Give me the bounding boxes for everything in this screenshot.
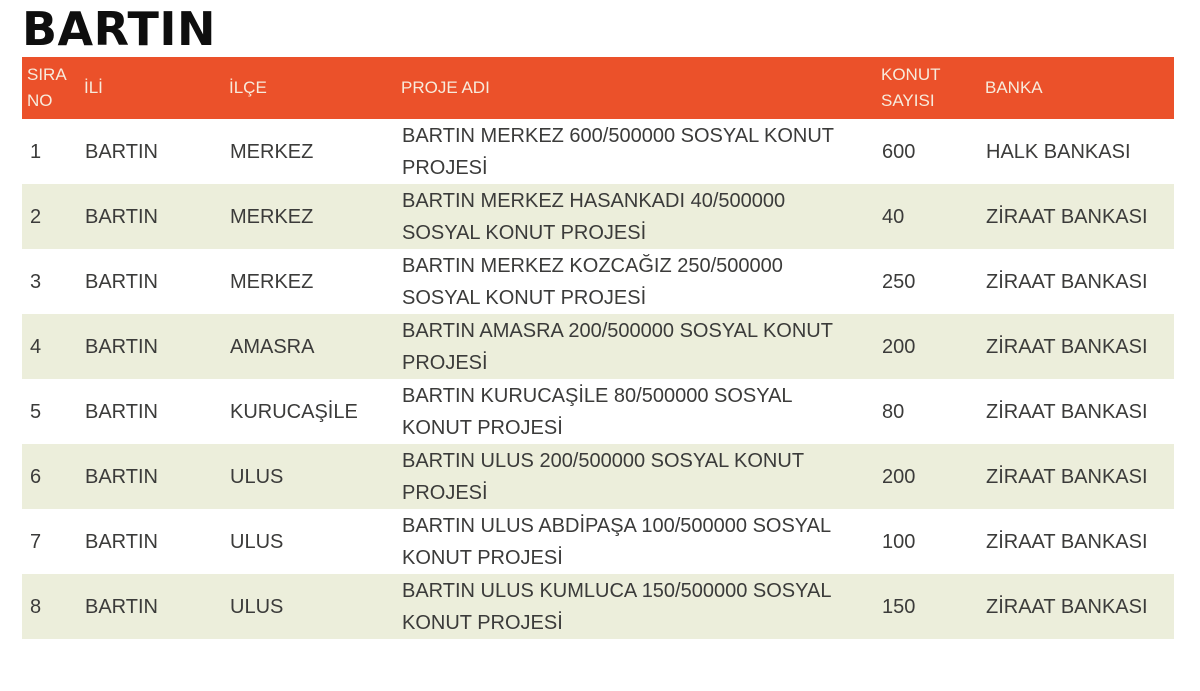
cell-banka: ZİRAAT BANKASI [978,249,1174,314]
cell-ilce: KURUCAŞİLE [222,379,394,444]
housing-projects-table: SIRA NO İLİ İLÇE PROJE ADI KONUT SAYISI BANKA… [22,57,1174,639]
cell-ilce: MERKEZ [222,249,394,314]
cell-ilce: ULUS [222,509,394,574]
cell-ilce: MERKEZ [222,119,394,184]
cell-proje-adi: BARTIN MERKEZ KOZCAĞIZ 250/500000 SOSYAL… [394,249,874,314]
cell-ilce: MERKEZ [222,184,394,249]
cell-ili: BARTIN [77,249,222,314]
table-row: 8 BARTIN ULUS BARTIN ULUS KUMLUCA 150/50000… [22,574,1174,639]
cell-konut-sayisi: 150 [874,574,978,639]
cell-banka: HALK BANKASI [978,119,1174,184]
cell-sira-no: 3 [22,249,77,314]
cell-ilce: ULUS [222,444,394,509]
cell-banka: ZİRAAT BANKASI [978,509,1174,574]
cell-ili: BARTIN [77,119,222,184]
table-row: 5 BARTIN KURUCAŞİLE BARTIN KURUCAŞİLE 80/50… [22,379,1174,444]
column-header-sira-no: SIRA NO [22,57,77,119]
table-row: 7 BARTIN ULUS BARTIN ULUS ABDİPAŞA 100/5000… [22,509,1174,574]
column-header-konut-sayisi: KONUT SAYISI [874,57,978,119]
cell-sira-no: 8 [22,574,77,639]
cell-banka: ZİRAAT BANKASI [978,314,1174,379]
cell-ili: BARTIN [77,444,222,509]
table-row: 4 BARTIN AMASRA BARTIN AMASRA 200/500000 SO… [22,314,1174,379]
cell-konut-sayisi: 80 [874,379,978,444]
table-row: 2 BARTIN MERKEZ BARTIN MERKEZ HASANKADI 40/… [22,184,1174,249]
cell-proje-adi: BARTIN MERKEZ HASANKADI 40/500000 SOSYAL… [394,184,874,249]
cell-konut-sayisi: 250 [874,249,978,314]
cell-banka: ZİRAAT BANKASI [978,184,1174,249]
table-header: SIRA NO İLİ İLÇE PROJE ADI KONUT SAYISI BANKA [22,57,1174,119]
column-header-proje-adi: PROJE ADI [394,57,874,119]
cell-banka: ZİRAAT BANKASI [978,379,1174,444]
cell-proje-adi: BARTIN ULUS KUMLUCA 150/500000 SOSYAL KO… [394,574,874,639]
cell-proje-adi: BARTIN KURUCAŞİLE 80/500000 SOSYAL KONUT… [394,379,874,444]
cell-proje-adi: BARTIN ULUS 200/500000 SOSYAL KONUT PROJ… [394,444,874,509]
cell-proje-adi: BARTIN ULUS ABDİPAŞA 100/500000 SOSYAL K… [394,509,874,574]
cell-ili: BARTIN [77,314,222,379]
cell-konut-sayisi: 200 [874,314,978,379]
cell-ili: BARTIN [77,379,222,444]
cell-sira-no: 7 [22,509,77,574]
cell-konut-sayisi: 200 [874,444,978,509]
cell-ili: BARTIN [77,574,222,639]
cell-proje-adi: BARTIN AMASRA 200/500000 SOSYAL KONUT PR… [394,314,874,379]
column-header-ili: İLİ [77,57,222,119]
cell-sira-no: 6 [22,444,77,509]
cell-konut-sayisi: 100 [874,509,978,574]
cell-proje-adi: BARTIN MERKEZ 600/500000 SOSYAL KONUT PR… [394,119,874,184]
cell-konut-sayisi: 40 [874,184,978,249]
cell-banka: ZİRAAT BANKASI [978,444,1174,509]
cell-ilce: ULUS [222,574,394,639]
cell-ili: BARTIN [77,509,222,574]
table-row: 6 BARTIN ULUS BARTIN ULUS 200/500000 SOSYAL… [22,444,1174,509]
table-row: 1 BARTIN MERKEZ BARTIN MERKEZ 600/500000 SO… [22,119,1174,184]
cell-banka: ZİRAAT BANKASI [978,574,1174,639]
cell-ili: BARTIN [77,184,222,249]
page-title: BARTIN [22,2,217,56]
cell-ilce: AMASRA [222,314,394,379]
table-body: 1 BARTIN MERKEZ BARTIN MERKEZ 600/500000 SO… [22,119,1174,639]
cell-sira-no: 5 [22,379,77,444]
column-header-ilce: İLÇE [222,57,394,119]
table-row: 3 BARTIN MERKEZ BARTIN MERKEZ KOZCAĞIZ 250/… [22,249,1174,314]
cell-sira-no: 2 [22,184,77,249]
cell-sira-no: 4 [22,314,77,379]
table-header-row: SIRA NO İLİ İLÇE PROJE ADI KONUT SAYISI BANKA [22,57,1174,119]
cell-konut-sayisi: 600 [874,119,978,184]
cell-sira-no: 1 [22,119,77,184]
column-header-banka: BANKA [978,57,1174,119]
